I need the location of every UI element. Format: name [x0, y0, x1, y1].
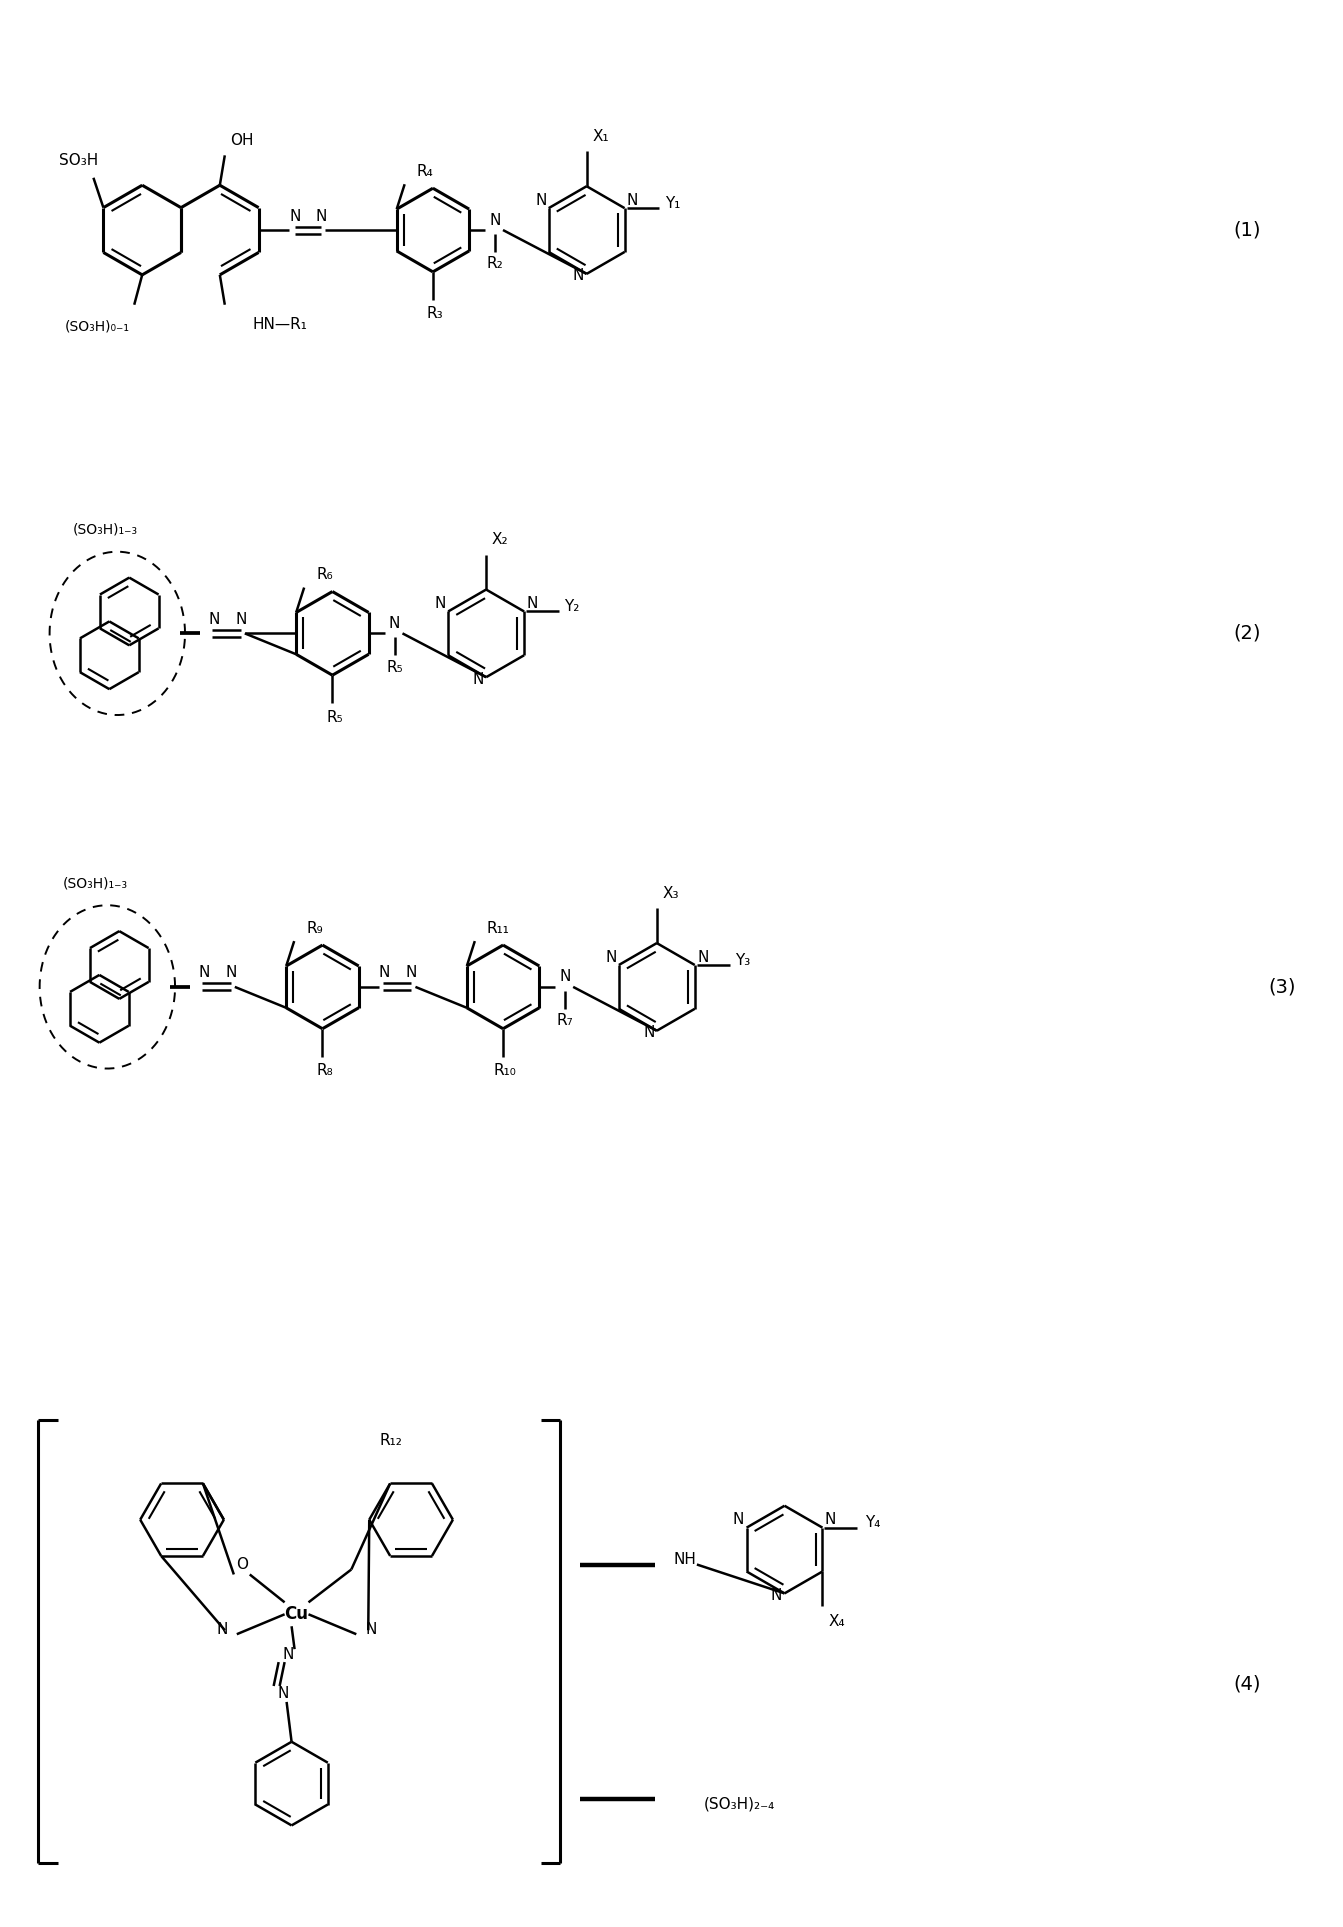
Text: N: N — [379, 965, 391, 981]
Text: N: N — [697, 950, 708, 965]
Text: OH: OH — [230, 133, 254, 148]
Text: R₄: R₄ — [416, 164, 434, 179]
Text: (SO₃H)₁₋₃: (SO₃H)₁₋₃ — [73, 522, 138, 538]
Text: R₅: R₅ — [326, 709, 342, 725]
Text: N: N — [435, 595, 446, 611]
Text: N: N — [771, 1588, 782, 1603]
Text: N: N — [733, 1513, 744, 1528]
Text: N: N — [290, 208, 301, 224]
Text: N: N — [389, 617, 400, 630]
Text: O: O — [236, 1557, 248, 1572]
Text: Y₂: Y₂ — [564, 599, 580, 615]
Text: SO₃H: SO₃H — [59, 154, 98, 168]
Text: R₉: R₉ — [306, 921, 322, 937]
Text: R₅: R₅ — [387, 659, 403, 674]
Text: N: N — [406, 965, 418, 981]
Text: R₈: R₈ — [316, 1064, 333, 1077]
Text: N: N — [606, 950, 616, 965]
Text: N: N — [535, 193, 547, 208]
Text: X₃: X₃ — [662, 886, 680, 900]
Text: R₇: R₇ — [557, 1014, 573, 1029]
Text: X₂: X₂ — [492, 532, 509, 547]
Text: N: N — [216, 1623, 227, 1636]
Text: R₆: R₆ — [316, 567, 333, 582]
Text: R₁₀: R₁₀ — [494, 1064, 517, 1077]
Text: R₃: R₃ — [427, 306, 443, 322]
Text: R₁₂: R₁₂ — [380, 1432, 403, 1447]
Text: Y₁: Y₁ — [665, 197, 680, 210]
Text: X₁: X₁ — [592, 129, 608, 145]
Text: Y₃: Y₃ — [735, 952, 751, 967]
Text: Cu: Cu — [285, 1605, 309, 1623]
Text: (SO₃H)₂₋₄: (SO₃H)₂₋₄ — [704, 1796, 775, 1811]
Text: R₂: R₂ — [486, 256, 504, 272]
Text: N: N — [226, 965, 236, 981]
Text: N: N — [235, 613, 247, 626]
Text: N: N — [365, 1623, 377, 1636]
Text: N: N — [825, 1513, 837, 1528]
Text: (2): (2) — [1234, 624, 1261, 644]
Text: N: N — [643, 1025, 654, 1041]
Text: N: N — [316, 208, 328, 224]
Text: N: N — [560, 969, 571, 985]
Text: HN—R₁: HN—R₁ — [252, 318, 308, 331]
Text: Y₄: Y₄ — [865, 1515, 880, 1530]
Text: N: N — [526, 595, 537, 611]
Text: N: N — [573, 268, 584, 283]
Text: N: N — [278, 1686, 289, 1702]
Text: (SO₃H)₁₋₃: (SO₃H)₁₋₃ — [63, 877, 128, 890]
Text: R₁₁: R₁₁ — [486, 921, 509, 937]
Text: (4): (4) — [1234, 1675, 1261, 1694]
Text: N: N — [199, 965, 210, 981]
Text: (1): (1) — [1234, 220, 1261, 239]
Text: X₄: X₄ — [829, 1613, 845, 1628]
Text: N: N — [208, 613, 220, 626]
Text: NH: NH — [673, 1551, 697, 1567]
Text: (SO₃H)₀₋₁: (SO₃H)₀₋₁ — [64, 320, 130, 333]
Text: N: N — [489, 212, 501, 227]
Text: (3): (3) — [1269, 977, 1296, 996]
Text: N: N — [627, 193, 638, 208]
Text: N: N — [283, 1648, 294, 1661]
Text: N: N — [473, 673, 483, 686]
